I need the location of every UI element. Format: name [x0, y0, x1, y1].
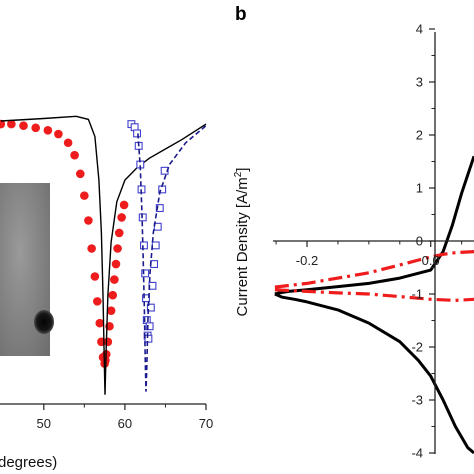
panel-a-series-0-point — [43, 126, 53, 135]
panel-a-x-tick-label: 50 — [37, 416, 51, 431]
panel-a-series-2-point — [144, 334, 153, 343]
panel-a-series-2-point — [140, 241, 148, 250]
panel-b-chart: b 4 3 2 1 0 -1 -2 -3 -4 -0.2 0.0 Current Density [… — [233, 4, 474, 461]
panel-a-series-0-point — [95, 318, 105, 328]
panel-b-y-tick-label: -3 — [411, 393, 423, 408]
panel-b-label: b — [235, 4, 247, 25]
panel-b-y-tick-label: -2 — [411, 340, 423, 355]
panel-a-series-2-point — [145, 322, 154, 331]
panel-a-series-0-point — [117, 213, 126, 222]
panel-a-series-0-point — [31, 123, 40, 133]
panel-b-y-tick-label: -1 — [411, 287, 423, 302]
panel-a-series-0-point — [0, 119, 6, 129]
panel-a-series-2-point — [151, 241, 160, 250]
panel-b-series-1-line — [274, 292, 474, 455]
panel-a-series-0-point — [111, 259, 121, 269]
panel-a-series-0-point — [90, 272, 100, 281]
panel-a-series-0-point — [93, 297, 102, 306]
panel-a-chart: 50 60 70 degrees) — [0, 115, 213, 471]
panel-a-series-0-point — [103, 337, 113, 347]
panel-a-series-1-line — [0, 115, 207, 395]
panel-a-series-0-point — [84, 216, 93, 225]
panel-a-series-0-point — [87, 244, 96, 253]
panel-a-inset-micrograph — [0, 183, 54, 356]
panel-b-ticks: 4 3 2 1 0 -1 -2 -3 -4 -0.2 0.0 — [275, 22, 463, 461]
panel-a-x-tick-label: 60 — [118, 416, 132, 431]
panel-b-series-layer — [274, 155, 474, 455]
panel-b-y-tick-label: 3 — [416, 75, 423, 90]
panel-a-series-3-line — [137, 125, 207, 392]
panel-a-series-2-point — [153, 222, 162, 231]
panel-a-series-0-point — [7, 119, 16, 129]
panel-b-y-tick-label: 0 — [416, 234, 423, 249]
panel-a-series-0-point — [80, 191, 89, 200]
panel-a-x-axis-label: degrees) — [0, 454, 57, 471]
panel-a-series-0-point — [113, 244, 122, 253]
panel-a-series-2-point — [141, 269, 150, 278]
panel-b-series-0-line — [274, 155, 474, 296]
panel-a-series-0-point — [54, 129, 63, 139]
panel-a-series-2-point — [142, 294, 150, 303]
panel-a-series-2-point — [133, 129, 142, 138]
panel-a-series-layer — [0, 115, 207, 395]
panel-a-series-0-point — [110, 275, 119, 284]
panel-b-x-tick-label: 0.0 — [422, 253, 440, 268]
panel-a-series-0-point — [19, 121, 28, 130]
panel-a-series-0-point — [108, 290, 118, 300]
panel-a-series-2-point — [155, 204, 164, 213]
panel-b-series-3-line — [274, 288, 474, 302]
panel-a-series-0-point — [63, 138, 73, 148]
panel-b-y-tick-label: 2 — [416, 128, 423, 143]
panel-b-y-tick-label: 4 — [416, 22, 423, 37]
panel-b-series-2-line — [274, 250, 474, 289]
panel-a-series-0-point — [114, 228, 124, 238]
panel-a-series-2-point — [146, 303, 155, 312]
panel-a-series-0-point — [70, 150, 79, 160]
panel-a-series-0-point — [119, 200, 129, 210]
panel-a-x-tick-label: 70 — [199, 416, 213, 431]
panel-a-series-0-point — [106, 306, 116, 316]
panel-b-y-tick-label: -4 — [411, 446, 423, 461]
panel-b-y-tick-label: 1 — [416, 181, 423, 196]
panel-a-x-ticks: 50 60 70 — [37, 404, 213, 431]
inset-particle — [34, 310, 54, 334]
panel-a-series-0-point — [75, 169, 85, 179]
panel-b-x-tick-label: -0.2 — [296, 253, 318, 268]
panel-b-y-axis-label: Current Density [A/m2] — [233, 168, 251, 317]
